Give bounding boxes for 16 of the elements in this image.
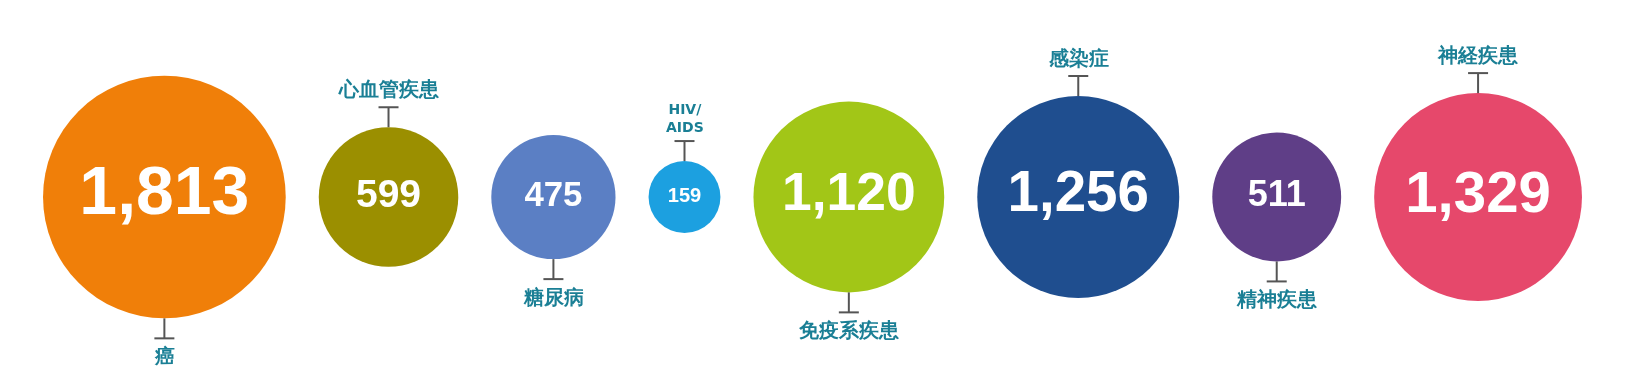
category-label: 精神疾患 (1236, 287, 1318, 311)
data-label: 1,329 (1405, 158, 1551, 224)
category-label: 免疫系疾患 (798, 318, 900, 342)
data-label: 1,256 (1007, 160, 1150, 224)
category-label: HIV/ AIDS (666, 101, 704, 136)
category-label: 癌 (154, 344, 175, 368)
category-label: 神経疾患 (1437, 43, 1519, 67)
category-label: 糖尿病 (523, 285, 584, 309)
data-label: 599 (355, 171, 422, 215)
category-label: 感染症 (1048, 46, 1109, 70)
data-label: 1,120 (782, 162, 916, 222)
data-label: 1,813 (79, 151, 250, 228)
category-label: 心血管疾患 (338, 77, 440, 101)
data-label: 159 (667, 184, 702, 207)
data-label: 475 (524, 174, 583, 213)
data-label: 511 (1247, 173, 1306, 215)
